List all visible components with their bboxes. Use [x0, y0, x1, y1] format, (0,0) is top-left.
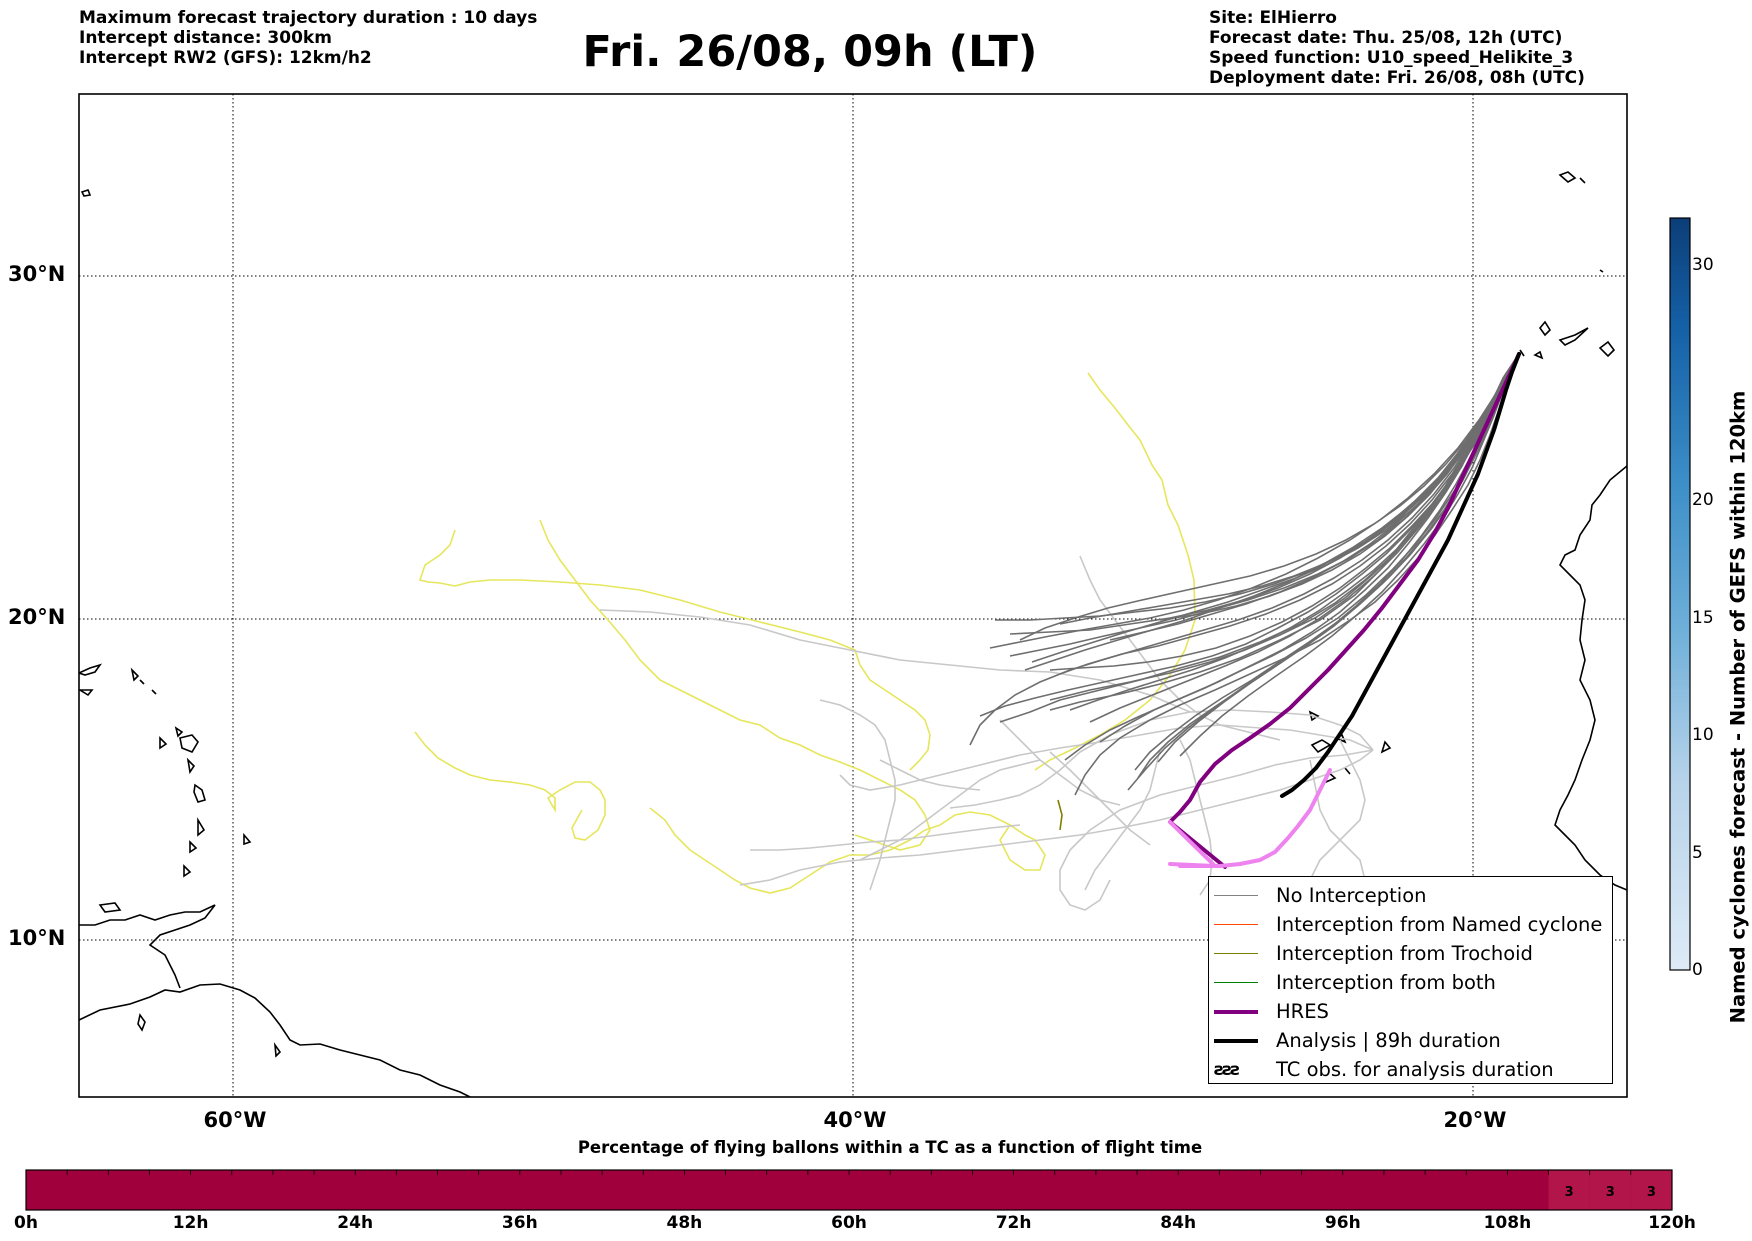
timeline-cell — [1589, 1170, 1631, 1210]
legend-item-no-interception: No Interception — [1209, 881, 1612, 910]
timeline-cell — [1548, 1170, 1590, 1210]
header-speed-function: Speed function: U10_speed_Helikite_3 — [1209, 48, 1574, 68]
timeline-tick-label: 36h — [501, 1213, 538, 1233]
legend-label: TC obs. for analysis duration — [1276, 1058, 1554, 1081]
timeline-tick-label: 60h — [831, 1213, 867, 1233]
header-deployment-date: Deployment date: Fri. 26/08, 08h (UTC) — [1209, 68, 1585, 88]
coastline-africa — [1308, 171, 1627, 891]
colorbar-tick-label: 20 — [1692, 490, 1714, 510]
lon-label-40w: 40°W — [823, 1108, 887, 1132]
colorbar — [1669, 217, 1691, 971]
no-interception-trajectories — [969, 353, 1520, 796]
legend-label: Interception from both — [1276, 971, 1496, 994]
lon-label-20w: 20°W — [1443, 1108, 1507, 1132]
legend-item-hres: HRES — [1209, 997, 1612, 1026]
legend-swatch — [1214, 895, 1258, 896]
trochoid-interception-segment — [1057, 799, 1063, 831]
cyclone-tracks — [414, 372, 1196, 894]
legend-item-tc-obs: ƨƨƨ TC obs. for analysis duration — [1209, 1055, 1612, 1084]
timeline-cell — [1630, 1170, 1672, 1210]
legend-label: Analysis | 89h duration — [1276, 1029, 1501, 1052]
timeline-tick-label: 84h — [1160, 1213, 1197, 1233]
timeline-tick-label: 120h — [1648, 1213, 1696, 1233]
legend-label: No Interception — [1276, 884, 1427, 907]
legend-swatch — [1214, 1009, 1258, 1014]
colorbar-tick-label: 30 — [1692, 255, 1714, 275]
timeline-cell-value: 3 — [1647, 1185, 1656, 1200]
timeline-frame — [25, 1169, 1673, 1211]
map-legend: No Interception Interception from Named … — [1208, 876, 1613, 1084]
timeline-tick-label: 48h — [666, 1213, 703, 1233]
timeline-title: Percentage of flying ballons within a TC… — [577, 1138, 1203, 1157]
header-max-duration: Maximum forecast trajectory duration : 1… — [79, 8, 538, 28]
colorbar-tick-label: 15 — [1692, 607, 1714, 628]
legend-swatch — [1214, 924, 1258, 925]
coastline-caribbean — [79, 189, 471, 1097]
timeline-tick-label: 72h — [995, 1213, 1032, 1233]
colorbar-title: Named cyclones forecast - Number of GEFS… — [1726, 390, 1750, 1024]
colorbar-tick-label: 10 — [1692, 725, 1714, 745]
lat-label-10n: 10°N — [8, 926, 66, 950]
header-intercept-rw2: Intercept RW2 (GFS): 12km/h2 — [79, 48, 372, 68]
colorbar-tick-label: 5 — [1692, 842, 1703, 863]
legend-item-trochoid: Interception from Trochoid — [1209, 939, 1612, 968]
legend-label: Interception from Named cyclone — [1276, 913, 1603, 936]
timeline-tick-label: 0h — [14, 1213, 38, 1233]
legend-label: Interception from Trochoid — [1276, 942, 1533, 965]
header-left-info: Maximum forecast trajectory duration : 1… — [79, 8, 537, 68]
map-content — [79, 94, 1627, 1097]
legend-swatch — [1214, 953, 1258, 954]
analysis-trajectory — [1280, 352, 1521, 798]
legend-item-named-cyclone: Interception from Named cyclone — [1209, 910, 1612, 939]
timeline-tick-label: 108h — [1483, 1213, 1532, 1233]
legend-item-analysis: Analysis | 89h duration — [1209, 1026, 1612, 1055]
lat-label-30n: 30°N — [8, 262, 66, 286]
timeline-tick-label: 96h — [1324, 1213, 1361, 1233]
hres-trajectory — [1168, 352, 1521, 869]
legend-label: HRES — [1276, 1000, 1329, 1023]
header-right-info: Site: ElHierro Forecast date: Thu. 25/08… — [1209, 8, 1585, 88]
legend-swatch — [1214, 1038, 1258, 1043]
lat-label-20n: 20°N — [8, 605, 66, 629]
legend-swatch — [1214, 982, 1258, 983]
gridlines — [79, 94, 1627, 1097]
legend-item-both: Interception from both — [1209, 968, 1612, 997]
map-frame — [78, 93, 1628, 1098]
timeline-cell-value: 3 — [1565, 1185, 1574, 1200]
timeline-tick-label: 12h — [172, 1213, 209, 1233]
timeline-bar — [26, 1170, 1672, 1210]
timeline-strip: 3 3 3 — [25, 1169, 1673, 1211]
timeline-tick-label: 24h — [337, 1213, 374, 1233]
ensemble-light-trajectories — [599, 555, 1374, 911]
header-intercept-distance: Intercept distance: 300km — [79, 28, 332, 48]
page-title: Fri. 26/08, 09h (LT) — [582, 27, 1038, 77]
timeline-cell-value: 3 — [1606, 1185, 1615, 1200]
colorbar-tick-label: 0 — [1692, 960, 1703, 980]
header-site: Site: ElHierro — [1209, 8, 1337, 28]
header-forecast-date: Forecast date: Thu. 25/08, 12h (UTC) — [1209, 28, 1563, 48]
lon-label-60w: 60°W — [203, 1108, 267, 1132]
tc-symbol-icon: ƨƨƨ — [1214, 1059, 1240, 1080]
